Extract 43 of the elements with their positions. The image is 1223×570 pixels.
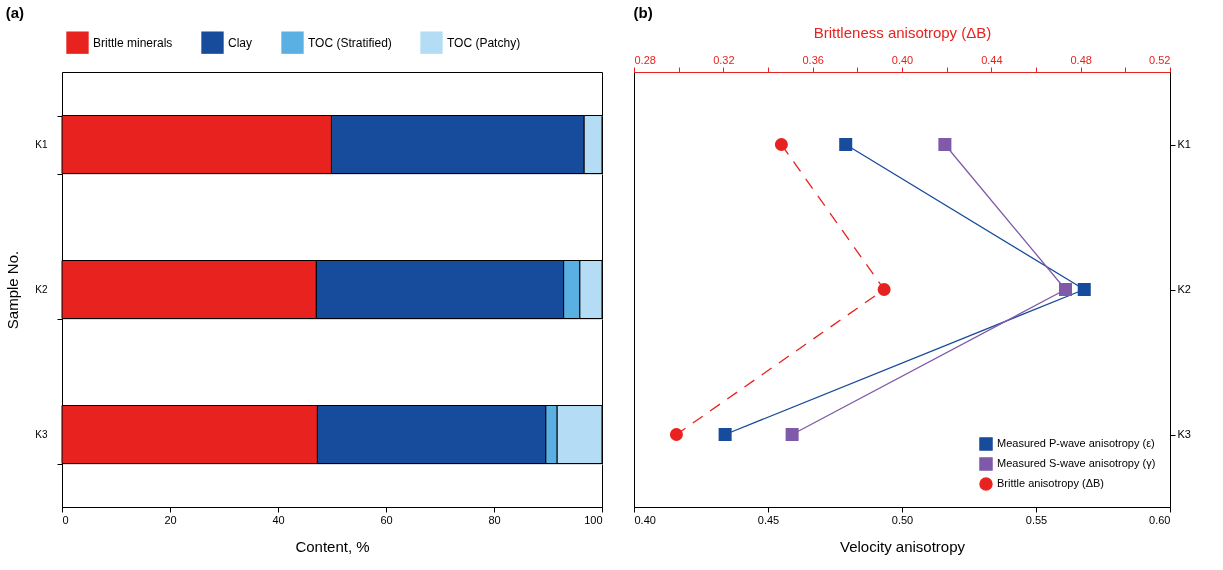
x-tick-label: 0.55 — [1025, 513, 1048, 526]
x2-tick-label: 0.28 — [634, 53, 656, 66]
x2-tick-label: 0.32 — [713, 53, 735, 66]
y-tick-label: K3 — [35, 429, 48, 440]
x2-tick-label: 0.52 — [1149, 53, 1171, 66]
y-tick-label: K2 — [1177, 283, 1191, 295]
chart-title: (a) — [5, 4, 25, 21]
x-tick-label: 0 — [62, 513, 69, 526]
y-tick-label: K2 — [35, 284, 48, 295]
legend-label: Clay — [228, 35, 253, 50]
x-tick-label: 0.45 — [757, 513, 780, 526]
point — [1077, 282, 1091, 297]
x2-tick-label: 0.48 — [1070, 53, 1092, 66]
x-tick-label: 20 — [164, 513, 177, 526]
y-tick-label: K3 — [1177, 428, 1191, 440]
y-axis-title: Sample No. — [4, 250, 22, 330]
x-tick-label: 0.40 — [634, 513, 656, 526]
legend-label: TOC (Stratified) — [308, 35, 392, 50]
x2-tick-label: 0.40 — [891, 53, 914, 66]
x-tick-label: 80 — [488, 513, 501, 526]
point — [785, 427, 799, 442]
point — [938, 137, 952, 152]
y-tick-label: K1 — [1177, 138, 1191, 150]
point — [718, 427, 732, 442]
legend-label: Measured S-wave anisotropy (γ) — [997, 457, 1156, 469]
x2-tick-label: 0.44 — [981, 53, 1003, 66]
y-tick-label: K1 — [35, 139, 48, 150]
x-tick-label: 100 — [584, 513, 603, 526]
point — [1058, 282, 1072, 297]
x2-tick-label: 0.36 — [802, 53, 824, 66]
x-tick-label: 60 — [380, 513, 393, 526]
x-axis-title: Content, % — [295, 537, 370, 555]
x-tick-label: 0.50 — [891, 513, 914, 526]
x-axis-title: Velocity anisotropy — [839, 537, 966, 555]
point — [839, 137, 853, 152]
legend-label: Brittle anisotropy (ΔB) — [997, 477, 1104, 489]
x-tick-label: 0.60 — [1149, 513, 1171, 526]
legend-label: Measured P-wave anisotropy (ε) — [997, 437, 1155, 449]
chart-title: (b) — [633, 4, 653, 21]
x2-axis-title: Brittleness anisotropy (ΔB) — [813, 23, 992, 41]
legend-label: TOC (Patchy) — [447, 35, 521, 50]
x-tick-label: 40 — [272, 513, 285, 526]
legend-label: Brittle minerals — [93, 35, 173, 50]
